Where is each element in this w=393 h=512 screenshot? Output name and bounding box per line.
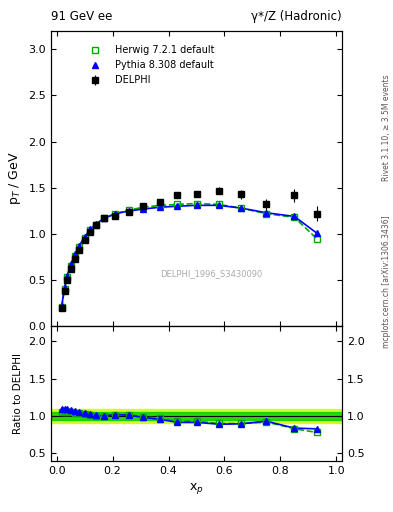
Herwig 7.2.1 default — [292, 215, 297, 221]
Text: Rivet 3.1.10, ≥ 3.5M events: Rivet 3.1.10, ≥ 3.5M events — [382, 75, 391, 181]
Pythia 8.308 default — [158, 204, 163, 210]
Text: mcplots.cern.ch [arXiv:1306.3436]: mcplots.cern.ch [arXiv:1306.3436] — [382, 215, 391, 348]
Bar — [51, 412, 342, 420]
Y-axis label: Ratio to DELPHI: Ratio to DELPHI — [13, 353, 23, 434]
Pythia 8.308 default — [94, 221, 98, 227]
Herwig 7.2.1 default — [264, 210, 269, 217]
Herwig 7.2.1 default — [174, 201, 179, 207]
Pythia 8.308 default — [264, 210, 269, 216]
Pythia 8.308 default — [82, 233, 87, 240]
Herwig 7.2.1 default — [72, 253, 77, 259]
Pythia 8.308 default — [65, 272, 70, 279]
Pythia 8.308 default — [314, 230, 319, 236]
Line: Pythia 8.308 default: Pythia 8.308 default — [59, 203, 320, 309]
Pythia 8.308 default — [59, 303, 64, 309]
Pythia 8.308 default — [113, 210, 118, 217]
Herwig 7.2.1 default — [88, 227, 93, 233]
Pythia 8.308 default — [194, 202, 199, 208]
Pythia 8.308 default — [127, 208, 132, 214]
Herwig 7.2.1 default — [82, 234, 87, 241]
X-axis label: x$_p$: x$_p$ — [189, 481, 204, 496]
Pythia 8.308 default — [88, 226, 93, 232]
Herwig 7.2.1 default — [158, 202, 163, 208]
Pythia 8.308 default — [102, 215, 107, 221]
Legend: Herwig 7.2.1 default, Pythia 8.308 default, DELPHI: Herwig 7.2.1 default, Pythia 8.308 defau… — [79, 41, 219, 89]
Herwig 7.2.1 default — [239, 205, 244, 211]
Text: γ*/Z (Hadronic): γ*/Z (Hadronic) — [251, 10, 342, 23]
Pythia 8.308 default — [141, 206, 146, 212]
Herwig 7.2.1 default — [68, 263, 73, 269]
Y-axis label: p$_T$ / GeV: p$_T$ / GeV — [7, 152, 23, 205]
Herwig 7.2.1 default — [194, 200, 199, 206]
Herwig 7.2.1 default — [94, 222, 98, 228]
Pythia 8.308 default — [62, 285, 67, 291]
Text: DELPHI_1996_S3430090: DELPHI_1996_S3430090 — [160, 269, 262, 278]
Pythia 8.308 default — [217, 202, 221, 208]
Pythia 8.308 default — [68, 262, 73, 268]
Pythia 8.308 default — [292, 214, 297, 220]
Pythia 8.308 default — [72, 251, 77, 258]
Text: 91 GeV ee: 91 GeV ee — [51, 10, 112, 23]
Line: Herwig 7.2.1 default: Herwig 7.2.1 default — [59, 201, 320, 310]
Pythia 8.308 default — [174, 203, 179, 209]
Herwig 7.2.1 default — [314, 236, 319, 242]
Pythia 8.308 default — [77, 243, 81, 249]
Herwig 7.2.1 default — [59, 304, 64, 310]
Pythia 8.308 default — [239, 205, 244, 211]
Herwig 7.2.1 default — [65, 274, 70, 281]
Herwig 7.2.1 default — [127, 207, 132, 213]
Herwig 7.2.1 default — [77, 244, 81, 250]
Bar — [51, 409, 342, 423]
Herwig 7.2.1 default — [113, 210, 118, 217]
Herwig 7.2.1 default — [217, 201, 221, 207]
Herwig 7.2.1 default — [102, 215, 107, 221]
Herwig 7.2.1 default — [62, 286, 67, 292]
Herwig 7.2.1 default — [141, 204, 146, 210]
